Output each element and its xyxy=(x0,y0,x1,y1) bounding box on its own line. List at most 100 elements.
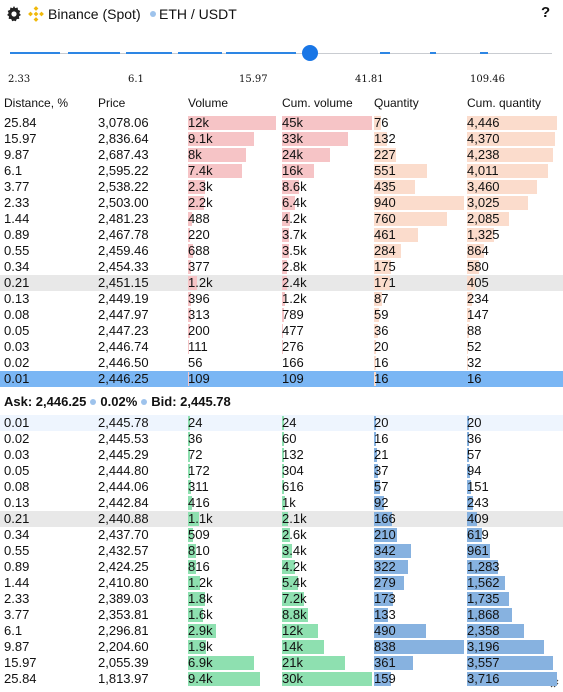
cum-quantity-cell: 52 xyxy=(467,339,557,355)
slider-thumb[interactable] xyxy=(302,45,318,61)
ask-row[interactable]: 0.01 2,446.25 109 109 16 16 xyxy=(0,371,563,387)
cell-text: 2,204.60 xyxy=(98,639,149,654)
depth-bar xyxy=(467,480,471,494)
ask-row[interactable]: 9.87 2,687.43 8k 24k 227 4,238 xyxy=(0,147,563,163)
ask-row[interactable]: 0.34 2,454.33 377 2.8k 175 580 xyxy=(0,259,563,275)
ask-row[interactable]: 0.02 2,446.50 56 166 16 32 xyxy=(0,355,563,371)
bid-row[interactable]: 15.97 2,055.39 6.9k 21k 361 3,557 xyxy=(0,655,563,671)
depth-bar xyxy=(467,416,468,430)
help-button[interactable]: ? xyxy=(541,4,551,21)
depth-bar xyxy=(282,480,284,494)
cell-text: 864 xyxy=(467,243,489,258)
depth-range-slider[interactable] xyxy=(10,40,552,68)
price-cell: 3,078.06 xyxy=(98,115,149,131)
ask-row[interactable]: 0.08 2,447.97 313 789 59 147 xyxy=(0,307,563,323)
cell-text: 619 xyxy=(467,527,489,542)
column-header-distance[interactable]: Distance, % xyxy=(4,96,69,110)
ask-row[interactable]: 0.21 2,451.15 1.2k 2.4k 171 405 xyxy=(0,275,563,291)
column-header-cum-quantity[interactable]: Cum. quantity xyxy=(467,96,542,110)
column-header-price[interactable]: Price xyxy=(98,96,126,110)
cell-text: 961 xyxy=(467,543,489,558)
depth-bar xyxy=(374,148,396,162)
bid-row[interactable]: 0.89 2,424.25 816 4.2k 322 1,283 xyxy=(0,559,563,575)
depth-bar xyxy=(467,576,505,590)
ask-row[interactable]: 25.84 3,078.06 12k 45k 76 4,446 xyxy=(0,115,563,131)
depth-bar xyxy=(374,544,411,558)
quantity-cell: 173 xyxy=(374,591,464,607)
depth-bar xyxy=(188,576,200,590)
cell-text: 20 xyxy=(374,415,389,430)
bid-row[interactable]: 0.02 2,445.53 36 60 16 36 xyxy=(0,431,563,447)
ask-row[interactable]: 0.13 2,449.19 396 1.2k 87 234 xyxy=(0,291,563,307)
separator-dot xyxy=(150,11,156,17)
distance-cell: 0.89 xyxy=(4,559,29,575)
cell-text: 59 xyxy=(374,307,389,322)
ask-row[interactable]: 15.97 2,836.64 9.1k 33k 132 4,370 xyxy=(0,131,563,147)
bid-row[interactable]: 0.03 2,445.29 72 132 21 57 xyxy=(0,447,563,463)
cell-text: 2,503.00 xyxy=(98,195,149,210)
bid-row[interactable]: 0.34 2,437.70 509 2.6k 210 619 xyxy=(0,527,563,543)
cell-text: 37 xyxy=(374,463,389,478)
cell-text: 2,446.50 xyxy=(98,355,149,370)
price-cell: 2,410.80 xyxy=(98,575,149,591)
cum-volume-cell: 109 xyxy=(282,371,372,387)
distance-cell: 0.02 xyxy=(4,355,29,371)
bid-row[interactable]: 6.1 2,296.81 2.9k 12k 490 2,358 xyxy=(0,623,563,639)
cum-quantity-cell: 3,196 xyxy=(467,639,557,655)
separator-dot xyxy=(90,399,97,406)
volume-cell: 313 xyxy=(188,307,278,323)
cell-text: 0.13 xyxy=(4,495,30,510)
bid-row[interactable]: 0.05 2,444.80 172 304 37 94 xyxy=(0,463,563,479)
cell-text: 133 xyxy=(374,607,396,622)
ask-row[interactable]: 0.05 2,447.23 200 477 36 88 xyxy=(0,323,563,339)
volume-cell: 109 xyxy=(188,371,278,387)
ask-row[interactable]: 1.44 2,481.23 488 4.2k 760 2,085 xyxy=(0,211,563,227)
ask-row[interactable]: 2.33 2,503.00 2.2k 6.4k 940 3,025 xyxy=(0,195,563,211)
cum-quantity-cell: 3,460 xyxy=(467,179,557,195)
cell-text: 94 xyxy=(467,463,482,478)
column-header-quantity[interactable]: Quantity xyxy=(374,96,419,110)
depth-baseline xyxy=(282,464,284,478)
column-header-cum-volume[interactable]: Cum. volume xyxy=(282,96,353,110)
cum-quantity-cell: 4,011 xyxy=(467,163,557,179)
ask-row[interactable]: 0.55 2,459.46 688 3.5k 284 864 xyxy=(0,243,563,259)
ask-row[interactable]: 0.89 2,467.78 220 3.7k 461 1,325 xyxy=(0,227,563,243)
cell-text: 109 xyxy=(188,371,210,386)
depth-bar xyxy=(282,164,314,178)
distance-cell: 0.02 xyxy=(4,431,29,447)
depth-bar xyxy=(467,656,553,670)
bid-row[interactable]: 0.08 2,444.06 311 616 57 151 xyxy=(0,479,563,495)
price-cell: 2,481.23 xyxy=(98,211,149,227)
column-header-volume[interactable]: Volume xyxy=(188,96,229,110)
cell-text: 92 xyxy=(374,495,389,510)
bid-row[interactable]: 2.33 2,389.03 1.8k 7.2k 173 1,735 xyxy=(0,591,563,607)
bid-row[interactable]: 0.01 2,445.78 24 24 20 20 xyxy=(0,415,563,431)
ask-row[interactable]: 0.03 2,446.74 111 276 20 52 xyxy=(0,339,563,355)
bid-row[interactable]: 25.84 1,813.97 9.4k 30k 159 3,716 xyxy=(0,671,563,687)
bid-row[interactable]: 0.13 2,442.84 416 1k 92 243 xyxy=(0,495,563,511)
bid-row[interactable]: 0.55 2,432.57 810 3.4k 342 961 xyxy=(0,543,563,559)
gear-icon[interactable] xyxy=(6,6,22,22)
cell-text: 243 xyxy=(467,495,489,510)
depth-bar xyxy=(374,672,391,686)
depth-bar xyxy=(374,656,413,670)
depth-bar xyxy=(282,608,308,622)
bid-row[interactable]: 1.44 2,410.80 1.2k 5.4k 279 1,562 xyxy=(0,575,563,591)
bid-row[interactable]: 3.77 2,353.81 1.6k 8.8k 133 1,868 xyxy=(0,607,563,623)
cell-text: 1.2k xyxy=(282,291,307,306)
bid-row[interactable]: 0.21 2,440.88 1.1k 2.1k 166 409 xyxy=(0,511,563,527)
distance-cell: 0.55 xyxy=(4,243,29,259)
cum-volume-cell: 2.1k xyxy=(282,511,372,527)
ask-row[interactable]: 3.77 2,538.22 2.3k 8.6k 435 3,460 xyxy=(0,179,563,195)
cell-text: 2.4k xyxy=(282,275,307,290)
depth-bar xyxy=(188,544,196,558)
trading-pair[interactable]: ETH / USDT xyxy=(159,6,237,22)
exchange-name[interactable]: Binance (Spot) xyxy=(48,6,141,22)
cell-text: 2,459.46 xyxy=(98,243,149,258)
cell-text: 2,451.15 xyxy=(98,275,149,290)
quantity-cell: 16 xyxy=(374,355,464,371)
cell-text: 171 xyxy=(374,275,396,290)
ask-row[interactable]: 6.1 2,595.22 7.4k 16k 551 4,011 xyxy=(0,163,563,179)
cell-text: 57 xyxy=(467,447,482,462)
bid-row[interactable]: 9.87 2,204.60 1.9k 14k 838 3,196 xyxy=(0,639,563,655)
